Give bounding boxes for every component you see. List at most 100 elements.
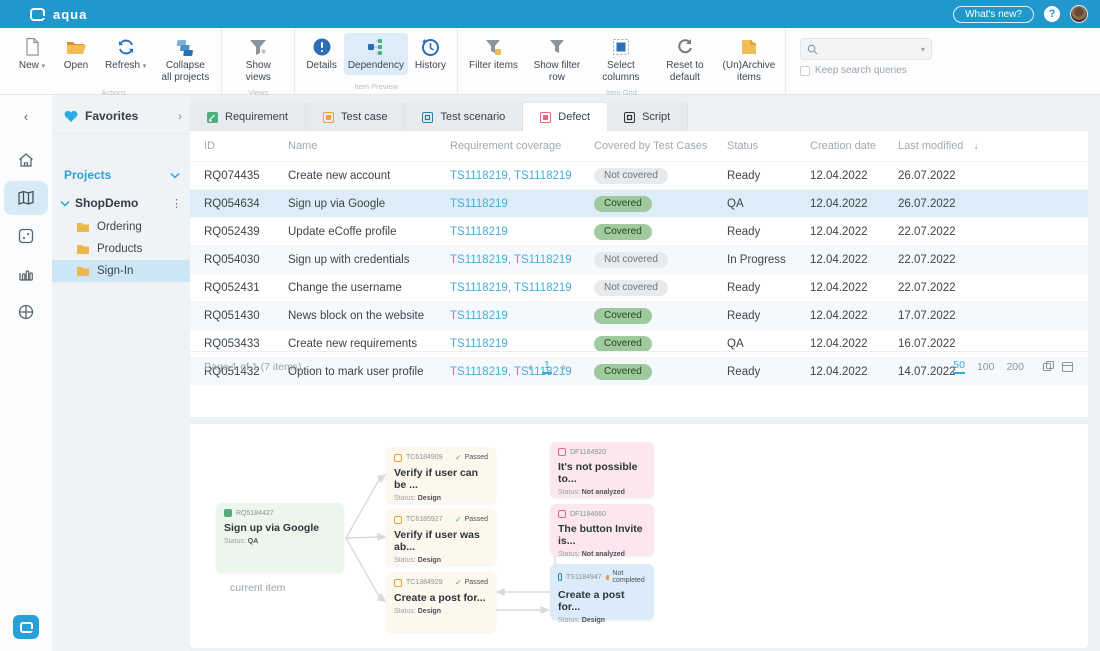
rail-reports-button[interactable] bbox=[4, 257, 48, 291]
col-header-modified[interactable]: Last modified ↓ bbox=[898, 140, 979, 152]
aqua-rail-logo[interactable] bbox=[13, 615, 39, 639]
cell-id: RQ074435 bbox=[204, 169, 260, 182]
table-row[interactable]: RQ051432 Option to mark user profile TS111… bbox=[190, 357, 1088, 385]
search-dropdown-icon[interactable]: ▾ bbox=[920, 44, 925, 54]
cell-status: In Progress bbox=[727, 253, 786, 266]
tree-item-ordering[interactable]: Ordering bbox=[52, 216, 190, 238]
test-case-icon bbox=[394, 578, 402, 587]
tab-test-case[interactable]: Test case bbox=[306, 103, 406, 131]
table-row[interactable]: RQ052431 Change the username TS1118219, TS… bbox=[190, 273, 1088, 301]
show-views-button[interactable]: Show views bbox=[226, 33, 290, 86]
refresh-button[interactable]: Refresh ▾ bbox=[98, 33, 153, 75]
col-header-coverage[interactable]: Requirement coverage bbox=[450, 140, 562, 152]
show-filter-row-button[interactable]: Show filter row bbox=[525, 33, 589, 86]
cell-coverage-link[interactable]: TS1118219, TS1118219 bbox=[450, 253, 572, 266]
copy-icon[interactable] bbox=[1042, 360, 1055, 373]
cell-coverage-link[interactable]: TS1118219, TS1118219 bbox=[450, 365, 572, 378]
graph-card-defect-2[interactable]: DF1184560 The button Invite is... Status… bbox=[550, 504, 654, 558]
table-row[interactable]: RQ074435 Create new account TS1118219, TS1… bbox=[190, 161, 1088, 189]
tree-item-label: Ordering bbox=[97, 221, 142, 233]
graph-card-test-1[interactable]: TC6184909 ✓ Passed Verify if user can be … bbox=[386, 447, 496, 503]
card-title: Verify if user can be ... bbox=[394, 467, 479, 491]
col-header-created[interactable]: Creation date bbox=[810, 140, 877, 152]
user-avatar[interactable] bbox=[1070, 5, 1088, 23]
search-input[interactable] bbox=[821, 43, 914, 55]
col-header-name[interactable]: Name bbox=[288, 140, 318, 152]
cell-coverage-link[interactable]: TS1118219 bbox=[450, 225, 508, 238]
tree-item-products[interactable]: Products bbox=[52, 238, 190, 260]
tab-script[interactable]: Script bbox=[607, 103, 689, 131]
cell-coverage-link[interactable]: TS1118219 bbox=[450, 337, 508, 350]
tab-defect[interactable]: Defect bbox=[523, 103, 608, 131]
table-row[interactable]: RQ053433 Create new requirements TS1118219… bbox=[190, 329, 1088, 357]
filter-items-button[interactable]: Filter items bbox=[462, 33, 525, 75]
unarchive-items-button[interactable]: (Un)Archive items bbox=[717, 33, 781, 86]
home-icon bbox=[19, 153, 33, 167]
keep-search-checkbox[interactable] bbox=[799, 65, 810, 76]
table-row[interactable]: RQ052439 Update eCoffe profile TS1118219 Co… bbox=[190, 217, 1088, 245]
tab-requirement[interactable]: Requirement bbox=[190, 103, 306, 131]
card-title: Sign up via Google bbox=[224, 522, 320, 534]
rail-board-button[interactable] bbox=[4, 219, 48, 253]
cell-id: RQ054030 bbox=[204, 253, 260, 266]
history-button[interactable]: History bbox=[408, 33, 453, 75]
kebab-menu-icon[interactable]: ⋮ bbox=[171, 197, 182, 210]
prev-page-button[interactable]: ‹ bbox=[528, 359, 532, 374]
project-root-label: ShopDemo bbox=[75, 196, 139, 210]
search-box[interactable]: ▾ bbox=[799, 38, 932, 60]
toolbar-group-item-preview: Details Dependency History Item Preview bbox=[295, 28, 459, 94]
col-header-status[interactable]: Status bbox=[727, 140, 759, 152]
graph-card-test-2[interactable]: TC6185927 ✓ Passed Verify if user was ab.… bbox=[386, 509, 496, 565]
collapse-sidebar-button[interactable]: ‹ bbox=[23, 108, 29, 124]
cell-coverage-link[interactable]: TS1118219 bbox=[450, 309, 508, 322]
chevron-right-icon[interactable]: › bbox=[178, 109, 182, 123]
graph-card-defect-1[interactable]: DF1184920 It's not possible to... Status… bbox=[550, 442, 654, 498]
graph-card-current-requirement[interactable]: RQ5184427 Sign up via Google Status: QA bbox=[216, 503, 344, 573]
tree-node-shopdemo[interactable]: ShopDemo ⋮ bbox=[52, 188, 190, 216]
whats-new-button[interactable]: What's new? bbox=[953, 5, 1034, 23]
page-size-100[interactable]: 100 bbox=[976, 360, 995, 373]
folder-icon bbox=[77, 222, 89, 232]
card-id: TC1384929 bbox=[406, 579, 443, 586]
dependency-graph: RQ5184427 Sign up via Google Status: QA … bbox=[190, 424, 1088, 648]
rail-projects-button[interactable] bbox=[4, 181, 48, 215]
graph-card-scenario[interactable]: TS1184947 Not completed Create a post fo… bbox=[550, 564, 654, 624]
help-button[interactable]: ? bbox=[1044, 6, 1060, 22]
reset-to-default-button[interactable]: Reset to default bbox=[653, 33, 717, 86]
rail-grid-button[interactable] bbox=[4, 295, 48, 329]
cell-name: Sign up with credentials bbox=[288, 253, 410, 266]
col-header-id[interactable]: ID bbox=[204, 140, 215, 152]
dependency-button[interactable]: Dependency bbox=[343, 33, 408, 75]
cell-name: Option to mark user profile bbox=[288, 365, 424, 378]
table-row[interactable]: RQ051430 News block on the website TS11182… bbox=[190, 301, 1088, 329]
next-page-button[interactable]: › bbox=[561, 359, 566, 374]
page-number[interactable]: 1 bbox=[542, 359, 552, 374]
grid-icon bbox=[18, 304, 34, 320]
projects-header[interactable]: Projects bbox=[52, 134, 190, 188]
export-icon[interactable] bbox=[1061, 360, 1074, 373]
cell-coverage-link[interactable]: TS1118219, TS1118219 bbox=[450, 281, 572, 294]
collapse-all-projects-button[interactable]: Collapse all projects bbox=[153, 33, 217, 86]
cell-created: 12.04.2022 bbox=[810, 365, 868, 378]
select-columns-button[interactable]: Select columns bbox=[589, 33, 653, 86]
details-button[interactable]: Details bbox=[299, 33, 344, 75]
toolbar-group-label: Item Grid bbox=[606, 88, 637, 97]
cell-created: 12.04.2022 bbox=[810, 281, 868, 294]
cell-coverage-link[interactable]: TS1118219, TS1118219 bbox=[450, 169, 572, 182]
favorites-header[interactable]: Favorites › bbox=[52, 105, 190, 134]
col-header-covered[interactable]: Covered by Test Cases bbox=[594, 140, 708, 152]
collapse-projects-icon bbox=[177, 40, 194, 56]
rail-home-button[interactable] bbox=[4, 143, 48, 177]
graph-card-test-3[interactable]: TC1384929 ✓ Passed Create a post for... S… bbox=[386, 572, 496, 632]
open-folder-icon bbox=[67, 42, 86, 54]
page-size-200[interactable]: 200 bbox=[1006, 360, 1024, 373]
table-row[interactable]: RQ054030 Sign up with credentials TS111821… bbox=[190, 245, 1088, 273]
new-button[interactable]: New ▾ bbox=[10, 33, 54, 75]
cell-coverage-link[interactable]: TS1118219 bbox=[450, 197, 508, 210]
toolbar-group-actions: New ▾ Open Refresh ▾ Collapse all projec… bbox=[6, 28, 223, 97]
table-row[interactable]: RQ054634 Sign up via Google TS1118219 Cover… bbox=[190, 189, 1088, 217]
tab-test-scenario[interactable]: Test scenario bbox=[405, 103, 524, 131]
open-button[interactable]: Open bbox=[54, 33, 98, 75]
page-size-50[interactable]: 50 bbox=[953, 359, 965, 374]
tree-item-sign-in[interactable]: Sign-In bbox=[52, 260, 190, 282]
